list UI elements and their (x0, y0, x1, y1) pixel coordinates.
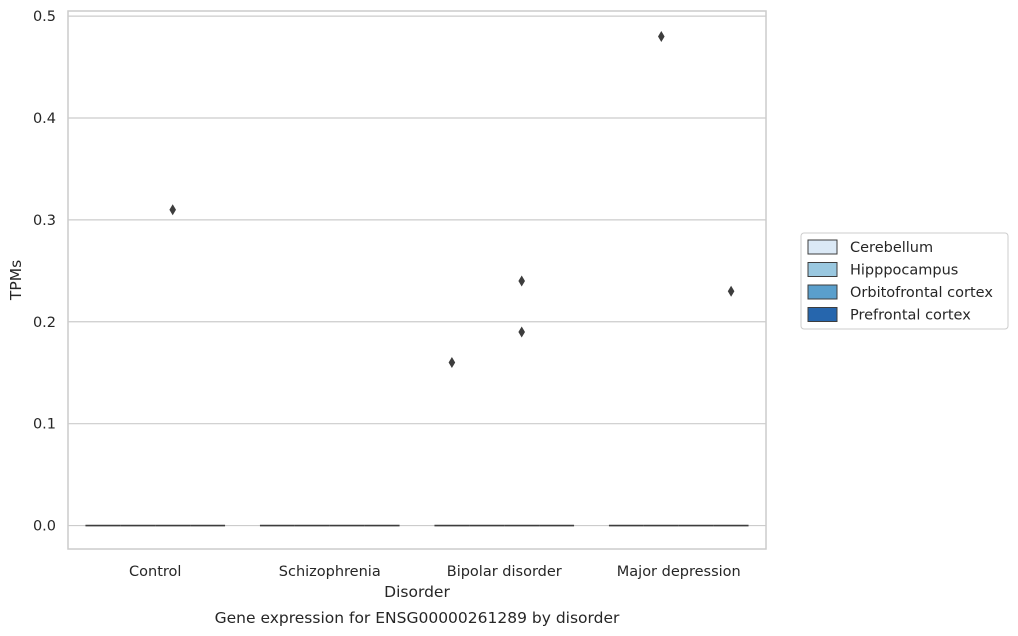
y-tick-label: 0.0 (33, 519, 56, 535)
outlier-point (169, 204, 176, 216)
legend-label: Orbitofrontal cortex (850, 285, 993, 301)
y-axis-title: TPMs (7, 260, 25, 301)
x-tick-label: Bipolar disorder (447, 564, 562, 580)
outliers (169, 30, 735, 369)
plot-frame (67, 10, 767, 550)
legend: Cerebellum Hipppocampus Orbitofrontal cort… (800, 232, 1009, 330)
legend-swatch (807, 284, 838, 300)
y-axis: 0.0 0.1 0.2 0.3 0.4 0.5 (33, 9, 56, 534)
grid-lines (68, 15, 766, 527)
x-tick-label: Schizophrenia (279, 564, 381, 580)
y-tick-label: 0.2 (33, 315, 56, 331)
x-axis-title: Disorder (384, 583, 450, 601)
outlier-point (518, 275, 525, 287)
x-tick-label: Major depression (617, 564, 741, 580)
y-tick-label: 0.3 (33, 213, 56, 229)
outlier-point (518, 326, 525, 338)
x-axis: Control Schizophrenia Bipolar disorder Majo… (129, 564, 741, 580)
legend-swatch (807, 307, 838, 322)
y-tick-label: 0.4 (33, 111, 56, 127)
y-tick-label: 0.5 (33, 9, 56, 25)
legend-swatch (807, 239, 838, 255)
legend-label: Cerebellum (850, 240, 933, 256)
y-tick-label: 0.1 (33, 417, 56, 433)
outlier-point (658, 30, 665, 42)
chart-caption: Gene expression for ENSG00000261289 by d… (215, 609, 620, 627)
x-tick-label: Control (129, 564, 181, 580)
legend-label: Prefrontal cortex (850, 308, 971, 324)
outlier-point (727, 285, 735, 297)
legend-frame (800, 232, 1009, 330)
outlier-point (448, 357, 456, 369)
legend-swatch (807, 262, 838, 277)
legend-label: Hipppocampus (850, 263, 958, 279)
